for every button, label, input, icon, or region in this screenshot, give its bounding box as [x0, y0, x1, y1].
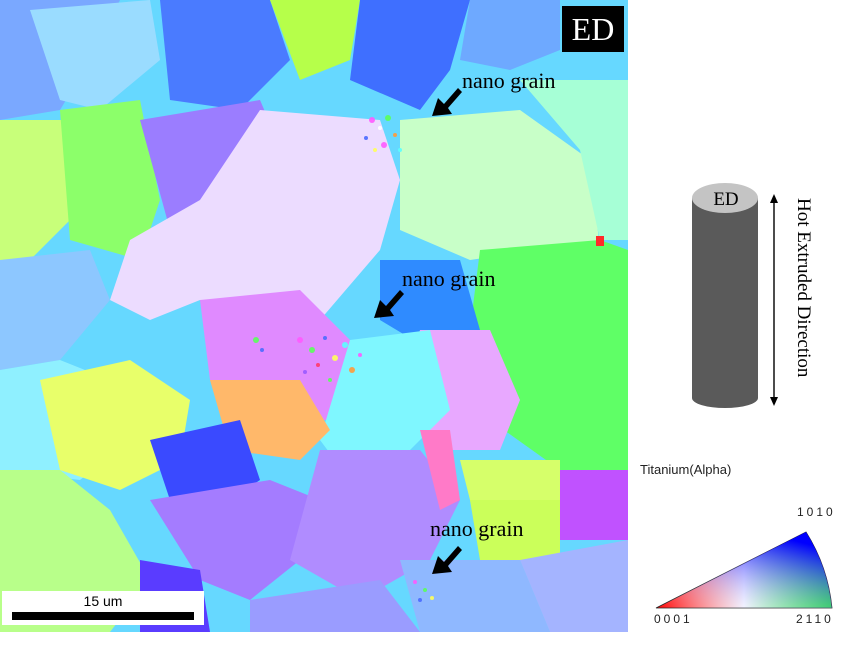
grain: [150, 480, 320, 600]
grain-map: [0, 0, 628, 632]
hot-extruded-direction-label: Hot Extruded Direction: [793, 198, 814, 378]
annotation-nano-grain: nano grain: [430, 516, 524, 541]
grain: [0, 250, 110, 370]
grain: [460, 0, 560, 70]
scale-bar-line: [12, 612, 194, 620]
nano-grain-cluster: [364, 115, 402, 152]
grain: [520, 540, 628, 632]
cylinder-schematic: [692, 183, 758, 408]
phase-label: Titanium(Alpha): [640, 462, 732, 477]
grain: [350, 0, 470, 110]
annotation-nano-grain: nano grain: [402, 266, 496, 291]
ebsd-orientation-map: ED nano grain nano grain nano grain 15 u…: [0, 0, 628, 632]
nano-grain-cluster: [253, 336, 362, 382]
grain: [520, 80, 628, 240]
double-arrow-icon: [770, 194, 778, 406]
ipf-corner-1010: 1010: [797, 505, 836, 519]
scale-bar-label: 15 um: [83, 593, 123, 609]
grain: [40, 360, 190, 490]
orientation-label-ed: ED: [562, 6, 624, 52]
scale-bar: 15 um: [2, 591, 204, 625]
nano-grain-cluster: [413, 580, 434, 602]
ipf-color-key: [655, 531, 833, 609]
arrow-icon: [374, 290, 404, 318]
arrow-icon: [432, 546, 462, 574]
grain: [270, 0, 360, 80]
annotation-nano-grain: nano grain: [462, 68, 556, 93]
ipf-corner-2110: 2110: [796, 612, 834, 626]
grain: [110, 110, 400, 320]
grain: [420, 430, 460, 510]
grain: [470, 500, 560, 560]
grain: [160, 0, 290, 110]
grain: [250, 580, 420, 632]
grain: [0, 120, 80, 260]
arrow-icon: [432, 88, 462, 116]
grain: [150, 420, 260, 500]
grain: [60, 100, 160, 260]
grain: [400, 110, 600, 260]
cylinder-label-ed: ED: [713, 189, 739, 210]
grain: [400, 560, 550, 632]
grain: [560, 470, 628, 540]
grain: [380, 260, 480, 350]
ipf-corner-0001: 0001: [654, 612, 693, 626]
grain: [30, 0, 160, 110]
